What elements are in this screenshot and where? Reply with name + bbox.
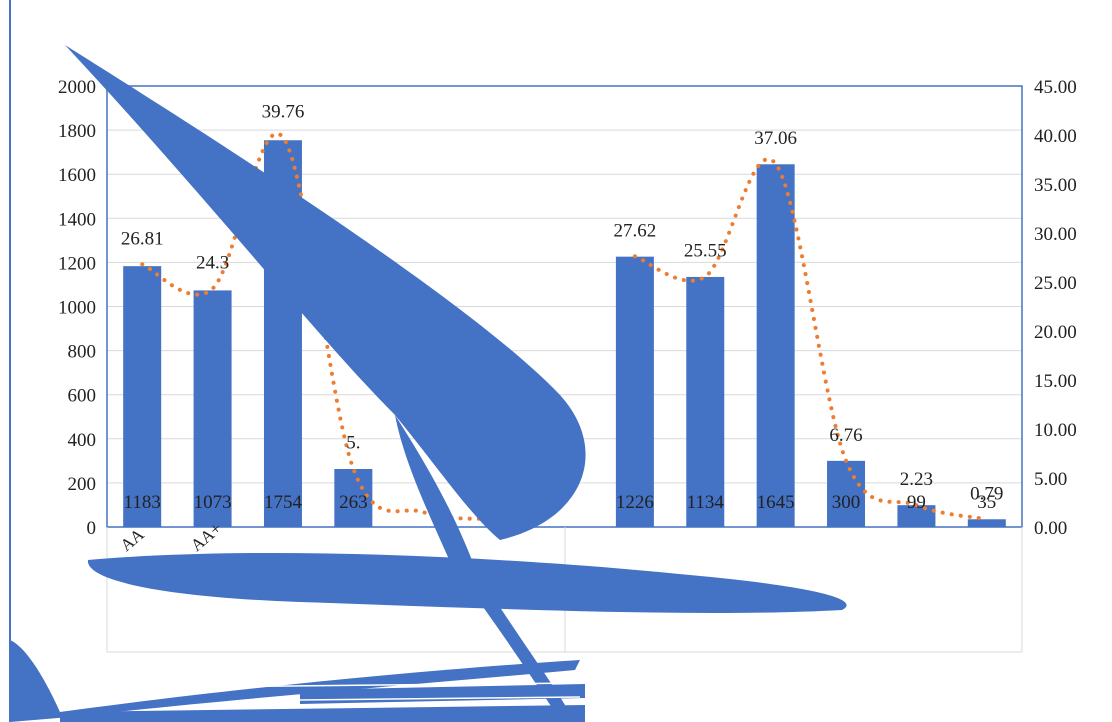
left-axis-tick-label: 1000	[58, 298, 96, 319]
line-value-label: 25.55	[684, 241, 727, 262]
shape-highlight	[299, 696, 581, 701]
line-value-label: 2.23	[900, 469, 933, 490]
bar	[686, 276, 725, 527]
bar	[897, 505, 936, 527]
line-value-label: 26.81	[121, 228, 164, 249]
category-label: AA	[117, 524, 149, 555]
left-axis-tick-label: 2000	[58, 77, 96, 98]
right-axis-tick-label: 35.00	[1034, 175, 1077, 196]
bar	[123, 266, 162, 527]
left-axis-tick-label: 1800	[58, 121, 96, 142]
freeform-shape	[10, 640, 580, 722]
freeform-shape	[395, 415, 565, 712]
left-axis-tick-label: 200	[68, 474, 97, 495]
bar-value-label: 35	[977, 492, 996, 513]
freeform-shape	[87, 552, 847, 613]
right-axis-tick-label: 0.00	[1034, 518, 1067, 539]
shape-highlight	[94, 682, 581, 689]
bar-value-label: 1134	[687, 492, 725, 513]
line-value-label: 5.	[346, 433, 360, 454]
line-value-label: 27.62	[614, 220, 657, 241]
left-axis-tick-label: 1600	[58, 165, 96, 186]
right-axis-tick-label: 5.00	[1034, 469, 1067, 490]
bar-value-label: 1226	[616, 492, 654, 513]
bar	[334, 469, 373, 527]
line-path	[632, 157, 989, 522]
line-path	[140, 131, 497, 522]
bar-value-label: 1645	[757, 492, 795, 513]
bar-value-label: 1073	[194, 492, 232, 513]
bar	[756, 164, 795, 527]
bar-value-label: 300	[832, 492, 861, 513]
bar	[967, 519, 1006, 527]
bar-value-label: 99	[907, 492, 926, 513]
left-axis-tick-label: 400	[68, 430, 97, 451]
left-axis-tick-label: 0	[87, 518, 97, 539]
line-series	[140, 131, 989, 522]
bar	[193, 290, 232, 527]
line-value-label: 24.3	[196, 253, 229, 274]
left-axis-tick-label: 800	[68, 342, 97, 363]
line-value-label: 6.76	[829, 425, 862, 446]
left-axis-ticks: 0 200 400 600 800 1000 1200 1400 1600 1800 2000	[58, 77, 96, 539]
right-axis-tick-label: 30.00	[1034, 224, 1077, 245]
bar	[827, 460, 866, 527]
freeform-shape	[65, 45, 586, 540]
line-value-label: 0.79	[970, 483, 1003, 504]
freeform-shape	[60, 705, 585, 722]
right-axis-tick-label: 10.00	[1034, 420, 1077, 441]
right-axis-ticks: 0.00 5.00 10.00 15.00 20.00 25.00 30.00 35.00 40…	[1034, 77, 1077, 539]
line-value-label: 37.06	[754, 128, 797, 149]
right-axis-tick-label: 25.00	[1034, 273, 1077, 294]
left-axis-tick-label: 1200	[58, 253, 96, 274]
bar-data-labels: 1183 1073 1754 263 1226 1134 1645 300 99 35	[124, 492, 997, 513]
line-value-label: 39.76	[262, 101, 305, 122]
right-axis-tick-label: 20.00	[1034, 322, 1077, 343]
right-axis-tick-label: 15.00	[1034, 371, 1077, 392]
bar-value-label: 1754	[264, 492, 303, 513]
right-axis-tick-label: 45.00	[1034, 77, 1077, 98]
left-axis-tick-label: 1400	[58, 209, 96, 230]
left-axis-tick-label: 600	[68, 386, 97, 407]
bar	[615, 256, 654, 527]
right-axis-tick-label: 40.00	[1034, 126, 1077, 147]
bar-value-label: 1183	[124, 492, 161, 513]
bar-value-label: 263	[339, 492, 368, 513]
line-data-labels: 26.81 24.3 39.76 5. 27.62 25.55 37.06 6.76 2.23 0…	[121, 101, 1004, 504]
overlay-shapes	[10, 45, 847, 722]
plot-frame	[9, 0, 1023, 722]
